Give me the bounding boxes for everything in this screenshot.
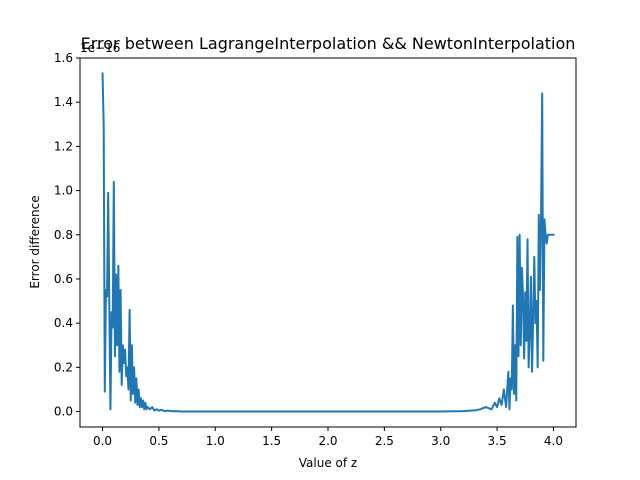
x-tick-label: 3.0 — [431, 434, 450, 448]
y-offset-text: 1e−16 — [80, 41, 120, 55]
x-tick-label: 4.0 — [544, 434, 563, 448]
y-tick-label: 0.4 — [54, 316, 73, 330]
plot-area — [101, 72, 555, 413]
x-axis-label: Value of z — [299, 456, 357, 470]
x-axis-ticks: 0.0 0.5 1.0 1.5 2.0 2.5 3.0 3.5 4.0 — [93, 427, 563, 448]
y-tick-label: 1.4 — [54, 95, 73, 109]
x-tick-label: 0.0 — [93, 434, 112, 448]
y-tick-label: 0.6 — [54, 272, 73, 286]
x-tick-label: 0.5 — [149, 434, 168, 448]
y-tick-label: 0.0 — [54, 405, 73, 419]
y-axis-ticks: 0.0 0.2 0.4 0.6 0.8 1.0 1.2 1.4 1.6 — [54, 51, 80, 419]
y-tick-label: 0.2 — [54, 360, 73, 374]
x-tick-label: 3.5 — [488, 434, 507, 448]
x-tick-label: 2.5 — [375, 434, 394, 448]
x-tick-label: 2.0 — [318, 434, 337, 448]
y-tick-label: 0.8 — [54, 228, 73, 242]
chart-title: Error between LagrangeInterpolation && N… — [81, 34, 576, 53]
y-axis-label: Error difference — [28, 195, 42, 288]
x-tick-label: 1.0 — [206, 434, 225, 448]
y-tick-label: 1.6 — [54, 51, 73, 65]
x-tick-label: 1.5 — [262, 434, 281, 448]
series-line — [101, 72, 555, 413]
y-tick-label: 1.0 — [54, 184, 73, 198]
y-tick-label: 1.2 — [54, 139, 73, 153]
